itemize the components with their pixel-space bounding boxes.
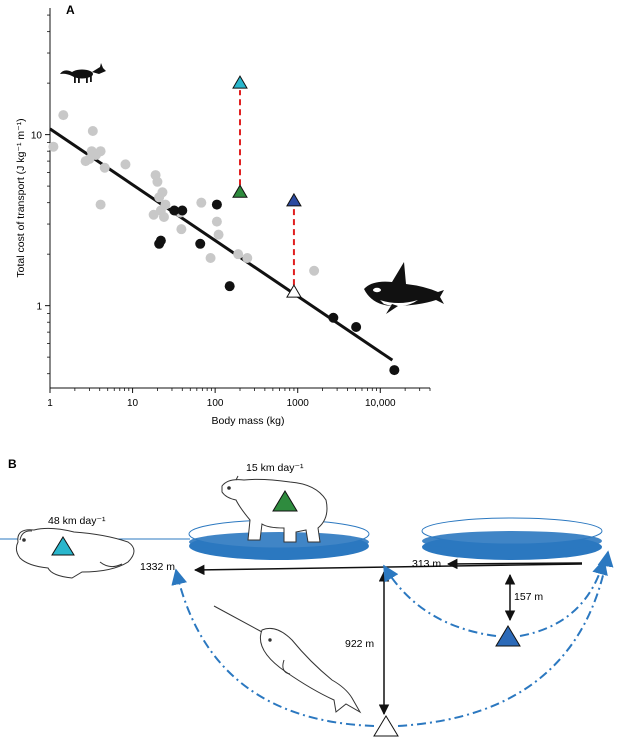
terrestrial-mammals-point	[196, 197, 207, 208]
shallow-dive-descent-path	[519, 558, 608, 637]
terrestrial-mammals-point	[120, 159, 131, 170]
terrestrial-mammals-point	[176, 224, 187, 235]
narwhal-dive-triangle	[286, 192, 302, 207]
distance-1332-label: 1332 m	[140, 561, 175, 573]
x-tick-label: 10	[127, 398, 139, 409]
shallow-dive-triangle-icon	[495, 625, 521, 647]
shallow-dive-return-path	[383, 564, 497, 637]
terrestrial-mammals-point	[148, 209, 159, 220]
terrestrial-mammals-point	[160, 199, 171, 210]
swim-speed-label: 48 km day⁻¹	[48, 515, 106, 527]
deep-dive-return-path	[171, 568, 375, 727]
data-points	[48, 110, 400, 376]
walk-speed-label: 15 km day⁻¹	[246, 462, 304, 474]
y-axis-label: Total cost of transport (J kg⁻¹ m⁻¹)	[15, 118, 27, 277]
fox-icon	[60, 63, 106, 83]
polar-bear-walking-triangle	[232, 184, 248, 198]
deep-dive-triangle-icon	[373, 715, 399, 737]
terrestrial-mammals-point	[211, 216, 222, 227]
dive-paths	[171, 550, 614, 727]
regression-line-group	[49, 127, 394, 362]
x-tick-label: 10,000	[365, 398, 396, 409]
terrestrial-mammals-point	[90, 150, 101, 161]
ice-floe-left	[188, 519, 370, 560]
panel-b-label: B	[8, 457, 17, 471]
marine-mammals-point	[389, 365, 400, 376]
depth-922-label: 922 m	[345, 638, 374, 650]
horizontal-arrow-1332	[193, 563, 583, 576]
deep-dive-descent-path	[397, 550, 614, 727]
narwhal-predicted-triangle	[286, 284, 302, 298]
distance-313-label: 313 m	[412, 558, 441, 570]
y-tick-label: 1	[36, 302, 42, 313]
terrestrial-mammals-point	[158, 211, 169, 222]
x-axis-label: Body mass (kg)	[212, 415, 285, 427]
x-axis	[49, 387, 431, 393]
marine-mammals-point	[224, 281, 235, 292]
walk-triangle-icon	[272, 490, 298, 512]
x-tick-label: 1	[47, 398, 53, 409]
marine-mammals-point	[177, 205, 188, 216]
terrestrial-mammals-point	[309, 265, 320, 276]
terrestrial-mammals-point	[205, 252, 216, 263]
polar-bear-swimming-icon	[15, 527, 135, 579]
marine-mammals-point	[195, 238, 206, 249]
terrestrial-mammals-point	[154, 192, 165, 203]
marine-mammals-point	[328, 312, 339, 323]
connector-lines	[239, 90, 295, 286]
regression-line	[49, 127, 394, 362]
depth-157-label: 157 m	[514, 591, 543, 603]
terrestrial-mammals-point	[95, 199, 106, 210]
marine-mammals-point	[155, 235, 166, 246]
y-ticks	[45, 14, 50, 375]
terrestrial-mammals-point	[87, 125, 98, 136]
orca-icon	[364, 262, 444, 314]
y-tick-label: 10	[31, 131, 43, 142]
ice-floe-right	[421, 517, 603, 560]
terrestrial-mammals-point	[233, 249, 244, 260]
terrestrial-mammals-point	[152, 176, 163, 187]
horizontal-arrow-313	[446, 558, 583, 570]
x-tick-labels: 1 10 100 1000 10,000	[47, 398, 396, 409]
terrestrial-mammals-point	[48, 141, 59, 152]
y-axis	[45, 8, 51, 388]
x-ticks	[49, 388, 431, 393]
terrestrial-mammals-point	[213, 229, 224, 240]
terrestrial-mammals-point	[242, 252, 253, 263]
marine-mammals-point	[351, 322, 362, 333]
polar-bear-swimming-triangle	[232, 75, 248, 89]
panel-a-label: A	[66, 3, 75, 17]
narwhal-icon	[213, 605, 362, 714]
swim-triangle-icon	[51, 536, 75, 556]
marine-mammals-point	[169, 205, 180, 216]
terrestrial-mammals-point	[99, 162, 110, 173]
highlight-markers	[232, 75, 302, 298]
terrestrial-mammals-point	[58, 110, 69, 121]
x-tick-label: 1000	[287, 398, 310, 409]
marine-mammals-point	[211, 199, 222, 210]
x-tick-label: 100	[207, 398, 224, 409]
y-tick-labels: 1 10	[31, 131, 43, 313]
